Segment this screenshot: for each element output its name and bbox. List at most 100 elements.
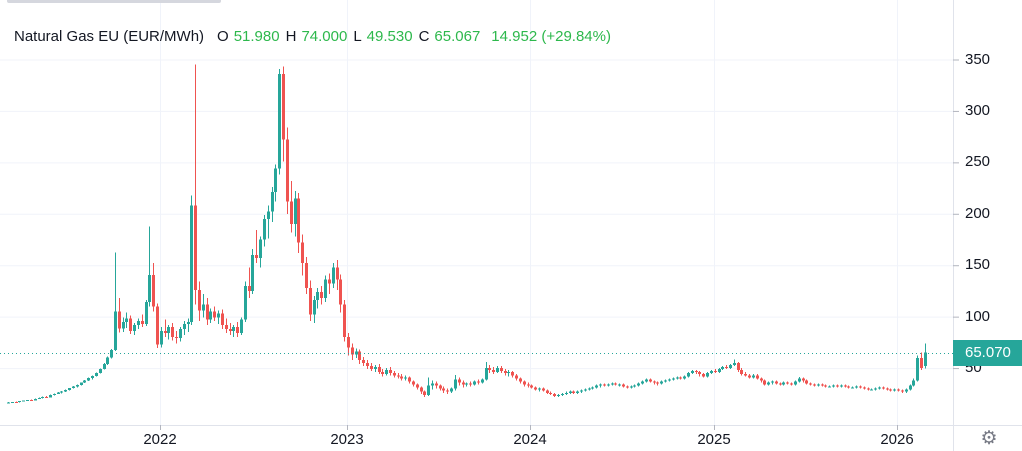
- settings-button[interactable]: ⚙: [976, 426, 1002, 450]
- candle-body: [26, 399, 29, 401]
- candle-body: [11, 402, 14, 404]
- candle-body: [767, 382, 770, 385]
- time-axis-label: 2026: [880, 431, 914, 448]
- candle-body: [607, 384, 610, 386]
- candle-body: [630, 386, 633, 388]
- candle-body: [45, 396, 48, 398]
- candle-body: [324, 279, 327, 299]
- candle-body: [263, 218, 266, 240]
- candle-body: [465, 383, 468, 385]
- low-label: L: [353, 28, 362, 45]
- price-axis[interactable]: 350 300 250 200 150 100 50: [953, 0, 1022, 425]
- candle-body: [905, 389, 908, 392]
- candle-body: [137, 320, 140, 325]
- current-price-value: 65.070: [965, 343, 1011, 361]
- candle-body: [229, 328, 232, 332]
- candle-body: [645, 379, 648, 382]
- candle-body: [653, 381, 656, 383]
- candle-body: [679, 377, 682, 379]
- price-axis-label: 250: [965, 153, 991, 171]
- candle-body: [187, 321, 190, 324]
- candle-body: [721, 367, 724, 370]
- candle-body: [385, 370, 388, 375]
- candle-body: [164, 331, 167, 334]
- candle-body: [122, 321, 125, 329]
- candle-body: [53, 393, 56, 395]
- candle-body: [832, 385, 835, 387]
- candle-body: [874, 388, 877, 390]
- candle-body: [374, 367, 377, 370]
- candle-body: [591, 387, 594, 389]
- candle-body: [683, 376, 686, 379]
- candle-body: [588, 388, 591, 390]
- candle-body: [802, 378, 805, 381]
- candle-body: [633, 385, 636, 387]
- candle-body: [672, 378, 675, 380]
- candle-body: [251, 254, 254, 291]
- candle-body: [492, 370, 495, 373]
- candle-body: [194, 205, 197, 290]
- candle-body: [649, 379, 652, 382]
- candle-body: [668, 379, 671, 381]
- time-axis-label: 2024: [513, 431, 547, 448]
- candle-body: [698, 372, 701, 375]
- candle-body: [129, 318, 132, 332]
- candle-body: [763, 380, 766, 385]
- close-value: 65.067: [434, 28, 481, 45]
- candle-body: [882, 387, 885, 389]
- candle-body: [844, 385, 847, 387]
- candle-body: [687, 373, 690, 377]
- candle-body: [80, 382, 83, 386]
- open-label: O: [217, 28, 229, 45]
- candle-body: [435, 383, 438, 386]
- candle-body: [18, 401, 21, 403]
- time-axis-label: 2023: [330, 431, 364, 448]
- candle-body: [733, 362, 736, 365]
- candle-body: [916, 357, 919, 381]
- candle-body: [500, 368, 503, 372]
- candle-body: [133, 324, 136, 332]
- candle-body: [309, 287, 312, 315]
- current-price-tag: 65.070: [953, 339, 1022, 366]
- candle-body: [408, 377, 411, 382]
- high-value: 74.000: [301, 28, 348, 45]
- candle-body: [897, 389, 900, 391]
- symbol-legend[interactable]: Natural Gas EU (EUR/MWh) O 51.980 H 74.0…: [14, 28, 611, 45]
- candle-body: [442, 388, 445, 391]
- candle-body: [183, 323, 186, 329]
- candle-body: [458, 379, 461, 383]
- candle-body: [60, 391, 63, 393]
- candle-body: [676, 377, 679, 379]
- toolbar-edge: [7, 0, 221, 3]
- candle-body: [572, 391, 575, 393]
- candle-body: [821, 384, 824, 386]
- candle-body: [240, 319, 243, 334]
- candle-body: [221, 313, 224, 325]
- candle-body: [691, 371, 694, 374]
- candle-body: [332, 267, 335, 284]
- candle-body: [771, 381, 774, 383]
- candle-wick: [734, 359, 735, 367]
- candle-body: [7, 402, 10, 404]
- candle-body: [889, 389, 892, 391]
- candle-body: [660, 381, 663, 384]
- candle-body: [209, 311, 212, 320]
- candle-body: [595, 385, 598, 388]
- candle-body: [912, 380, 915, 386]
- candle-body: [523, 381, 526, 385]
- candle-body: [248, 285, 251, 291]
- candle-wick: [188, 318, 189, 333]
- candle-body: [805, 380, 808, 384]
- candle-body: [828, 386, 831, 388]
- candle-body: [366, 362, 369, 367]
- candle-wick: [268, 205, 269, 239]
- candle-body: [22, 400, 25, 402]
- candle-body: [706, 373, 709, 377]
- candle-body: [320, 291, 323, 299]
- time-axis[interactable]: 2022 2023 2024 2025 2026: [0, 425, 953, 451]
- candle-body: [542, 388, 545, 391]
- candle-body: [511, 372, 514, 376]
- candle-body: [336, 267, 339, 280]
